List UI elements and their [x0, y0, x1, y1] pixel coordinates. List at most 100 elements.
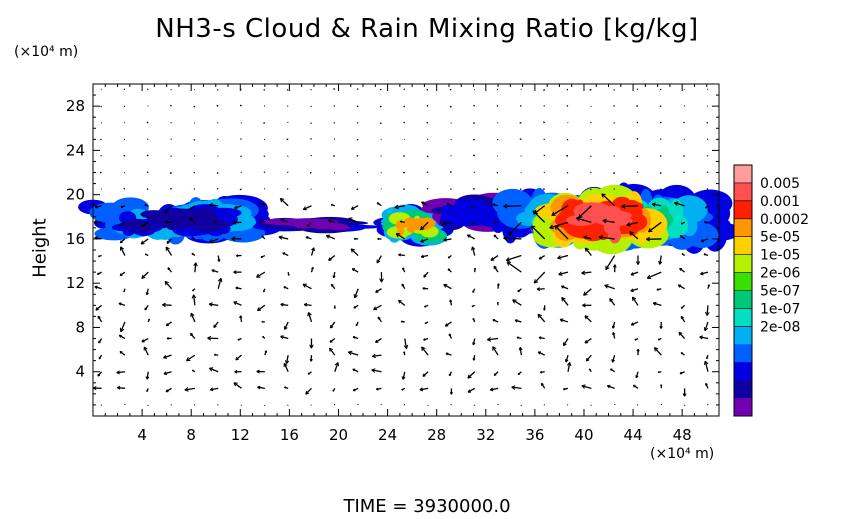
- wind-vector-head: [213, 353, 216, 357]
- wind-vector-head: [280, 218, 285, 222]
- wind-vector-head: [584, 247, 590, 252]
- colorbar-swatch: [734, 308, 752, 327]
- wind-vector-head: [209, 202, 213, 208]
- wind-vector: [565, 354, 569, 363]
- wind-vector: [278, 236, 289, 240]
- wind-vector: [585, 354, 592, 362]
- wind-vector-head: [233, 382, 238, 387]
- wind-vector-head: [443, 284, 448, 288]
- cloud-cell: [458, 199, 487, 213]
- wind-vector-head: [307, 372, 310, 375]
- wind-vector: [118, 334, 126, 340]
- wind-vector: [561, 297, 569, 306]
- wind-vector: [533, 271, 546, 284]
- wind-vector-head: [400, 320, 403, 323]
- wind-vector-head: [612, 264, 617, 268]
- wind-vector: [472, 154, 476, 157]
- wind-vector-head: [540, 382, 544, 386]
- wind-vector: [700, 238, 709, 243]
- wind-vector-head: [167, 267, 171, 271]
- wind-vector: [95, 304, 103, 311]
- wind-vector: [677, 284, 685, 290]
- colorbar-label: 1e-05: [760, 248, 800, 264]
- wind-vector: [590, 404, 592, 406]
- wind-vector: [566, 138, 569, 141]
- wind-vector-head: [424, 305, 427, 308]
- wind-vector-head: [233, 270, 237, 275]
- wind-vector-head: [605, 265, 610, 271]
- wind-vector: [165, 387, 172, 393]
- wind-vector-head: [630, 322, 635, 326]
- wind-vector: [189, 217, 196, 223]
- wind-vector-head: [165, 246, 170, 251]
- wind-vector: [263, 122, 266, 124]
- wind-vector: [356, 88, 359, 91]
- wind-vector: [353, 288, 359, 299]
- wind-vector: [146, 171, 149, 174]
- wind-vector: [193, 138, 196, 141]
- wind-vector: [543, 89, 546, 92]
- wind-vector-head: [635, 261, 641, 265]
- wind-vector-head: [629, 231, 634, 236]
- wind-vector-head: [217, 277, 223, 283]
- wind-vector-head: [191, 369, 194, 372]
- colorbar-swatch: [734, 398, 752, 417]
- wind-vector-head: [118, 302, 122, 306]
- wind-vector-head: [609, 368, 613, 372]
- y-tick-label: 16: [66, 230, 85, 248]
- wind-vector: [143, 346, 149, 356]
- wind-vector-head: [585, 357, 590, 362]
- wind-vector-head: [511, 385, 516, 390]
- wind-vector: [97, 315, 103, 323]
- wind-vector: [280, 218, 289, 223]
- wind-vector-head: [512, 299, 517, 304]
- wind-vector: [141, 271, 149, 279]
- wind-vector: [334, 362, 339, 372]
- wind-vector: [162, 304, 172, 306]
- wind-vector-head: [332, 389, 335, 392]
- wind-vector: [537, 313, 546, 323]
- wind-vector-head: [325, 234, 331, 239]
- wind-vector-head: [448, 373, 452, 377]
- wind-vector-head: [657, 371, 660, 374]
- wind-vector-head: [234, 369, 238, 374]
- wind-vector: [263, 88, 266, 91]
- wind-vector: [503, 205, 522, 207]
- wind-vector-head: [472, 342, 476, 346]
- wind-vector: [120, 246, 126, 256]
- wind-vector-head: [490, 257, 495, 261]
- wind-vector: [653, 347, 662, 356]
- wind-vector-head: [232, 220, 237, 225]
- wind-vector: [375, 337, 382, 343]
- wind-vector: [146, 371, 149, 380]
- wind-vector-head: [191, 294, 197, 299]
- wind-vector-head: [514, 319, 518, 323]
- cloud-cell: [200, 209, 215, 221]
- wind-vector-head: [280, 335, 284, 339]
- wind-vector: [350, 248, 359, 257]
- wind-vector: [194, 262, 197, 273]
- wind-vector-head: [116, 370, 120, 375]
- wind-vector: [216, 172, 219, 174]
- x-tick-label: 8: [186, 426, 196, 444]
- wind-vector-head: [611, 359, 615, 363]
- wind-vector-head: [598, 235, 603, 240]
- wind-vector: [280, 303, 289, 306]
- wind-vector: [163, 354, 172, 359]
- wind-vector-head: [403, 351, 406, 354]
- wind-vector-head: [584, 339, 589, 344]
- wind-vector: [512, 299, 522, 306]
- wind-vector: [519, 347, 523, 356]
- wind-vector-head: [376, 259, 381, 264]
- y-axis-unit: (×10⁴ m): [14, 44, 79, 60]
- wind-vector: [699, 336, 709, 340]
- wind-vector: [503, 237, 522, 240]
- wind-vector: [235, 354, 242, 361]
- wind-vector: [240, 171, 242, 174]
- wind-vector-head: [659, 325, 663, 329]
- wind-vector: [287, 121, 289, 124]
- wind-vector: [420, 221, 429, 231]
- cloud-cell: [136, 222, 157, 232]
- wind-vector-head: [704, 220, 706, 224]
